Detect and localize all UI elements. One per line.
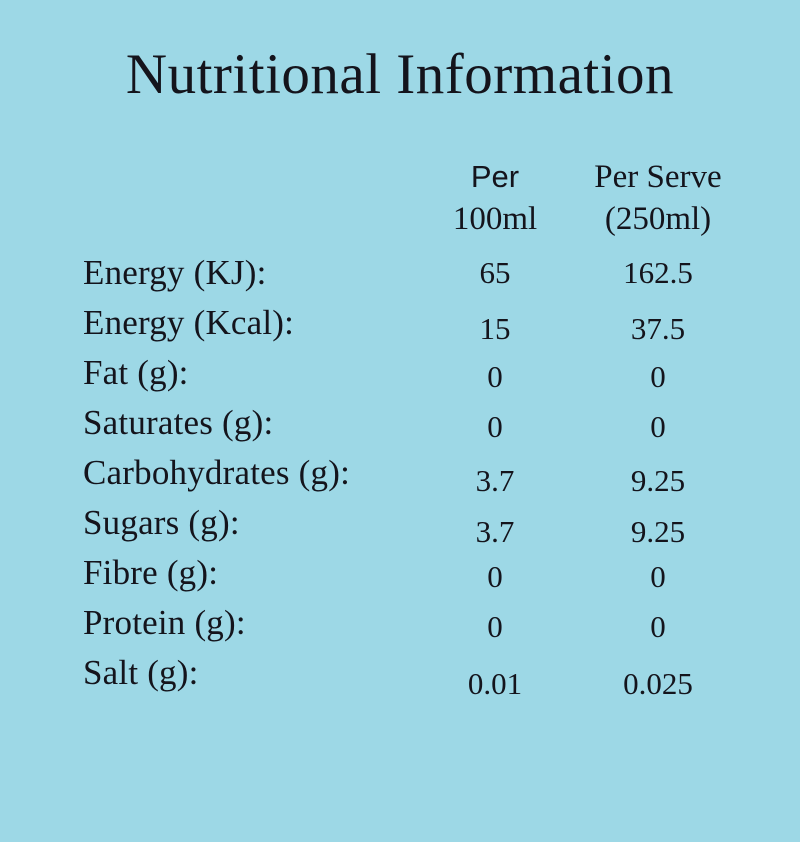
row-value-per-100ml: 3.7 — [475, 513, 515, 549]
table-row-carbohydrates: Carbohydrates (g): 3.7 9.25 — [83, 448, 760, 498]
table-row-saturates: Saturates (g): 0 0 — [83, 398, 760, 448]
row-value-per-100ml: 3.7 — [475, 462, 515, 498]
row-value-per-100ml: 0 — [487, 358, 503, 394]
row-value-per-serve: 9.25 — [630, 462, 686, 498]
table-row-fat: Fat (g): 0 0 — [83, 348, 760, 398]
row-label: Fat (g): — [83, 352, 189, 392]
table-body: Energy (KJ): 65 162.5 Energy (Kcal): 15 … — [83, 248, 760, 701]
table-row-sugars: Sugars (g): 3.7 9.25 — [83, 498, 760, 549]
row-label: Sugars (g): — [83, 502, 240, 542]
row-label: Saturates (g): — [83, 402, 274, 442]
row-value-per-serve: 0 — [650, 608, 666, 644]
row-label: Energy (Kcal): — [83, 302, 295, 342]
row-value-per-100ml: 0.01 — [467, 665, 523, 701]
row-value-per-serve: 0 — [650, 558, 666, 594]
row-value-per-serve: 9.25 — [630, 513, 686, 549]
row-value-per-serve: 0 — [650, 358, 666, 394]
row-value-per-100ml: 0 — [487, 608, 503, 644]
table-row-energy-kcal: Energy (Kcal): 15 37.5 — [83, 298, 760, 348]
column-header-per-100ml: Per 100ml — [425, 156, 565, 240]
table-row-energy-kj: Energy (KJ): 65 162.5 — [83, 248, 760, 298]
row-value-per-serve: 0.025 — [623, 665, 693, 701]
row-value-per-100ml: 0 — [487, 408, 503, 444]
row-label: Salt (g): — [83, 652, 199, 692]
row-label: Fibre (g): — [83, 552, 219, 592]
row-value-per-serve: 0 — [650, 408, 666, 444]
table-row-protein: Protein (g): 0 0 — [83, 598, 760, 648]
row-label: Carbohydrates (g): — [83, 452, 350, 492]
column-header-per-100ml-line1: Per — [470, 158, 520, 194]
nutrition-label: Nutritional Information Per 100ml Per Se… — [0, 42, 800, 842]
row-value-per-serve: 162.5 — [623, 254, 693, 290]
column-header-per-serve-line1: Per Serve — [594, 158, 722, 195]
row-value-per-100ml: 0 — [487, 558, 503, 594]
column-header-per-100ml-line2: 100ml — [452, 200, 538, 237]
row-label: Energy (KJ): — [83, 252, 267, 292]
row-label: Protein (g): — [83, 602, 246, 642]
page-title: Nutritional Information — [125, 43, 675, 106]
column-header-per-serve: Per Serve (250ml) — [565, 156, 751, 240]
table-row-fibre: Fibre (g): 0 0 — [83, 548, 760, 598]
table-row-salt: Salt (g): 0.01 0.025 — [83, 648, 760, 701]
row-value-per-serve: 37.5 — [630, 310, 686, 346]
row-value-per-100ml: 15 — [479, 310, 511, 346]
row-value-per-100ml: 65 — [479, 254, 511, 290]
column-header-per-serve-line2: (250ml) — [604, 200, 712, 237]
table-header: Per 100ml Per Serve (250ml) — [83, 156, 760, 240]
